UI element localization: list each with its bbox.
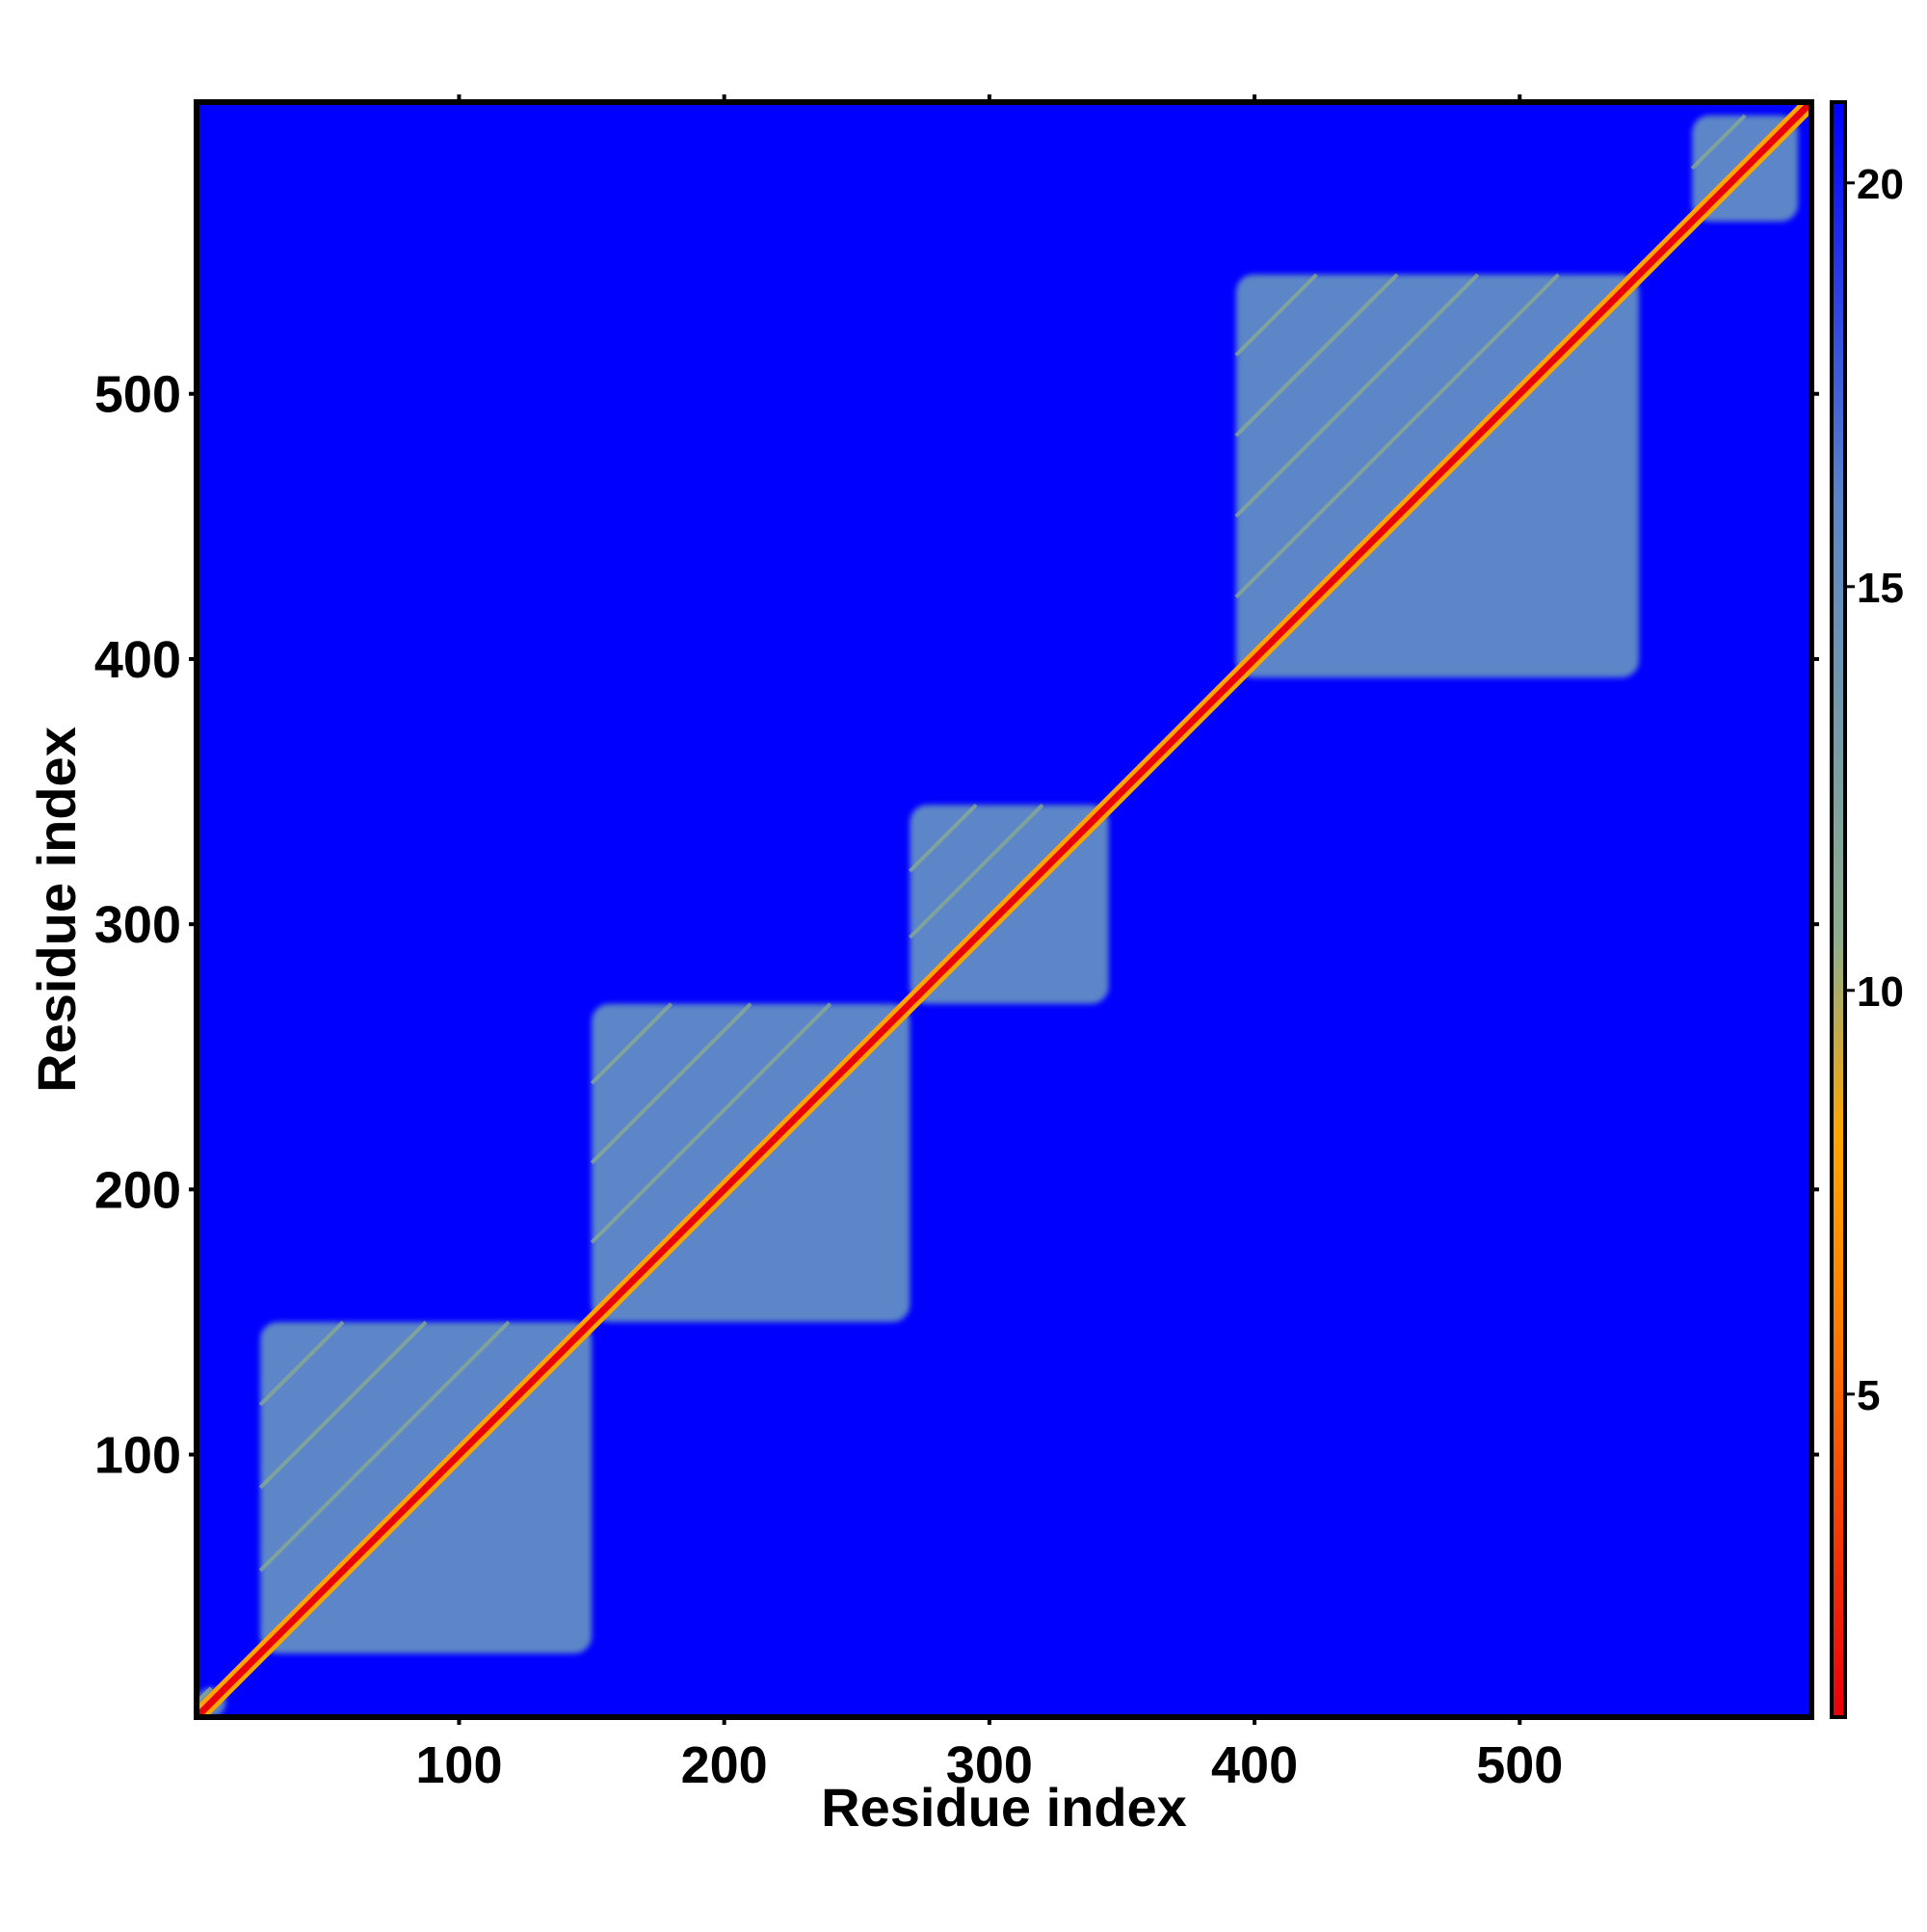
x-tick-label: 300 [946, 1736, 1033, 1794]
contact-ridge [258, 1320, 345, 1407]
x-tick-label: 200 [681, 1736, 768, 1794]
colorbar-tick-label: 10 [1857, 968, 1904, 1016]
y-tick-label: 500 [94, 366, 181, 424]
contact-ridge [590, 1002, 832, 1244]
contact-ridge [1690, 114, 1747, 171]
x-axis-title: Residue index [821, 1777, 1187, 1838]
y-axis: 100 200 300 400 500 [94, 366, 1819, 1485]
colorbar-ticks: 5 10 15 20 [1845, 161, 1904, 1419]
colorbar [1830, 100, 1847, 1719]
contact-ridge [590, 1002, 752, 1165]
diagonal-line [197, 102, 1811, 1717]
contact-ridge [908, 803, 978, 873]
contact-ridge [1234, 273, 1318, 357]
x-tick-label: 100 [415, 1736, 502, 1794]
diagonal-layer [197, 102, 1811, 1717]
contact-ridge [258, 1320, 511, 1573]
contact-ridge [1234, 273, 1560, 598]
contact-ridge [258, 1320, 428, 1490]
y-tick-label: 200 [94, 1161, 181, 1219]
y-tick-label: 400 [94, 631, 181, 689]
y-axis-title: Residue index [26, 727, 87, 1093]
x-axis: 100 200 300 400 500 [415, 94, 1563, 1794]
colorbar-tick-label: 5 [1857, 1372, 1880, 1419]
x-tick-label: 500 [1476, 1736, 1563, 1794]
plot-frame [194, 99, 1814, 1720]
y-tick-label: 100 [94, 1427, 181, 1485]
colorbar-tick-label: 20 [1857, 161, 1904, 208]
contact-ridge [590, 1002, 673, 1085]
contact-ridge [1234, 273, 1480, 518]
colorbar-tick-label: 15 [1857, 565, 1904, 612]
y-tick-label: 300 [94, 896, 181, 954]
x-tick-label: 400 [1211, 1736, 1298, 1794]
contact-ridge [1234, 273, 1399, 437]
contact-ridge [908, 803, 1044, 940]
